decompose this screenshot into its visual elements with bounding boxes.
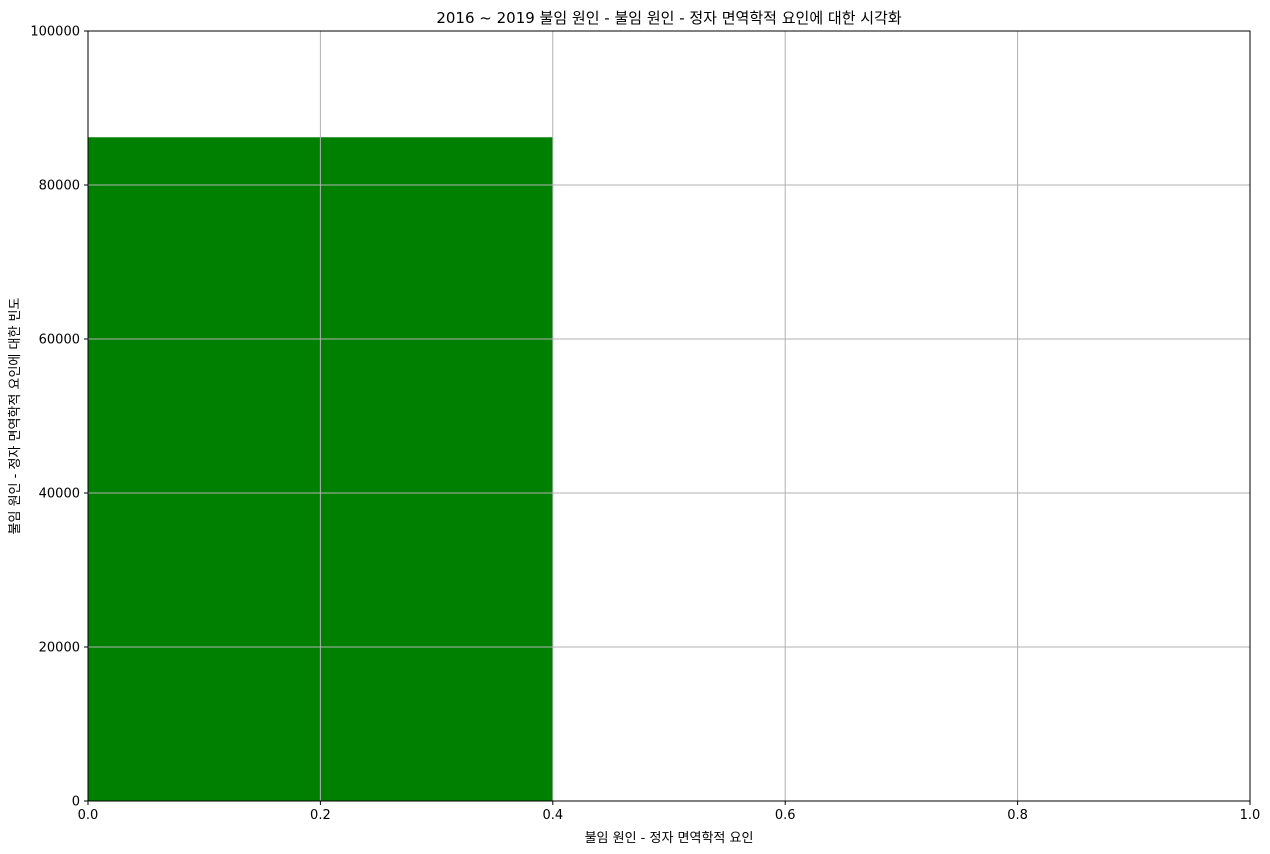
x-tick-label: 0.0 [78, 808, 99, 823]
y-tick-label: 0 [72, 795, 80, 810]
x-tick-label: 0.8 [1007, 808, 1028, 823]
x-tick-label: 0.6 [775, 808, 796, 823]
x-axis-ticks: 0.0 0.2 0.4 0.6 0.8 1.0 [78, 801, 1261, 823]
plot-frame [87, 30, 1251, 802]
y-tick-label: 40000 [39, 487, 80, 502]
chart-title: 2016 ~ 2019 불임 원인 - 불임 원인 - 정자 면역학적 요인에 … [436, 9, 902, 27]
grid-overlay [87, 30, 1251, 802]
y-axis-ticks: 0 20000 40000 60000 80000 100000 [30, 25, 88, 810]
y-tick-label: 60000 [39, 333, 80, 348]
y-tick-label: 20000 [39, 641, 80, 656]
x-tick-label: 0.2 [310, 808, 331, 823]
y-tick-label: 80000 [39, 179, 80, 194]
x-tick-label: 1.0 [1240, 808, 1261, 823]
x-axis-label: 불임 원인 - 정자 면역학적 요인 [585, 831, 754, 846]
x-tick-label: 0.4 [542, 808, 563, 823]
y-tick-label: 100000 [30, 25, 80, 40]
y-axis-label: 불임 원인 - 정자 면역학적 요인에 대한 빈도 [8, 297, 23, 534]
